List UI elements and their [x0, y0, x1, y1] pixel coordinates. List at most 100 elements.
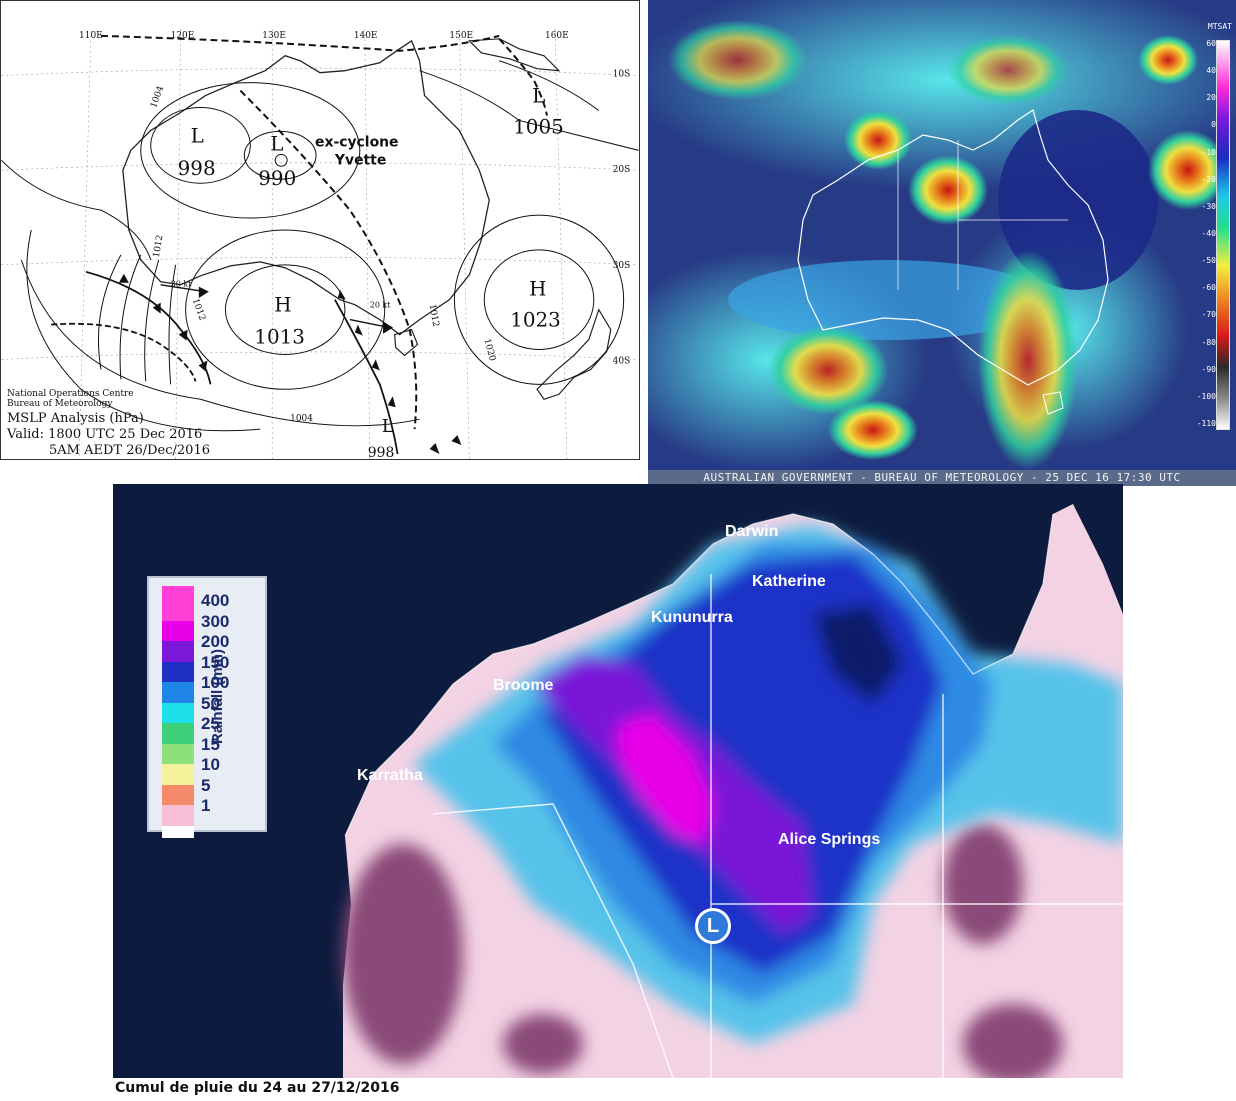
lon-140e: 140E: [354, 31, 378, 41]
wind-arrows: [160, 284, 394, 334]
colorbar-label: -20: [1201, 174, 1216, 184]
pressure-systems: L 998 L 990 L 1005 H 1013 H 1023 L 998: [178, 85, 564, 459]
low-1-value: 998: [178, 157, 216, 180]
colorbar-title: MTSAT: [1207, 22, 1232, 31]
rainfall-contours: [413, 524, 1123, 1044]
legend-swatch-15: [162, 743, 194, 764]
wind-label-20kt: 20 kt: [370, 301, 391, 310]
front-symbols: [118, 273, 462, 455]
lon-150e: 150E: [449, 31, 473, 41]
legend-value-10: 10: [201, 755, 220, 774]
high-1-value: 1013: [254, 326, 305, 349]
colorbar-label: -100: [1196, 391, 1216, 401]
colorbar-label: 60: [1206, 39, 1216, 48]
legend-value-25: 25: [201, 714, 220, 733]
colorbar-label: -30: [1201, 201, 1216, 211]
sat-tasmania: [1042, 391, 1064, 415]
legend-swatch-50: [162, 702, 194, 723]
new-zealand-coastline: [536, 308, 612, 400]
colorbar-label: 20: [1206, 93, 1216, 103]
colorbar-label: 0: [1211, 120, 1216, 130]
legend-value-1: 1: [201, 796, 211, 815]
mslp-title: MSLP Analysis (hPa): [7, 411, 144, 426]
isobar-label-1004b: 1004: [290, 414, 313, 424]
legend-swatch-10: [162, 764, 194, 785]
city-broome: Broome: [493, 677, 554, 694]
wind-label-30kt: 30 kt: [171, 280, 192, 289]
low-3-symbol: L: [532, 85, 545, 108]
sat-coastline: [797, 109, 1109, 386]
colorbar-label: -50: [1201, 256, 1216, 266]
high-1-symbol: H: [274, 294, 291, 317]
map-caption: Cumul de pluie du 24 au 27/12/2016: [115, 1080, 400, 1096]
legend-swatch-150: [162, 661, 194, 682]
legend-swatch-200: [162, 641, 194, 662]
isobar-label-1020: 1020: [481, 338, 497, 363]
legend-value-15: 15: [201, 734, 220, 754]
legend-swatch-1: [162, 805, 194, 826]
isobar-label-1012c: 1012: [427, 303, 441, 327]
legend-swatch-5: [162, 784, 194, 805]
mslp-analysis-chart: 110E 120E 130E 140E 150E 160E 10S 20S 30…: [0, 0, 640, 460]
city-darwin: Darwin: [725, 523, 778, 540]
city-katherine: Katherine: [752, 573, 826, 590]
graticule: [1, 28, 639, 459]
city-kununurra: Kununurra: [651, 609, 733, 626]
low-3-value: 1005: [513, 115, 564, 138]
low-2-value: 990: [258, 167, 296, 190]
legend-swatch-top: [162, 586, 194, 600]
low-pressure-marker: L: [695, 908, 731, 944]
high-2-value: 1023: [510, 309, 561, 332]
state-borders: [432, 574, 1123, 1078]
low-2-symbol: L: [270, 132, 283, 155]
lat-10s: 10S: [613, 70, 631, 80]
longitude-labels: 110E 120E 130E 140E 150E 160E: [79, 31, 569, 41]
credit-line1: National Operations Centre: [7, 389, 134, 399]
legend-swatch-25: [162, 723, 194, 744]
storm-label-line1: ex-cyclone: [315, 134, 398, 150]
satellite-colorbar: [1216, 40, 1230, 430]
rain-coastline: [344, 513, 1054, 837]
colorbar-label: -70: [1201, 310, 1216, 320]
legend-value-50: 50: [201, 693, 220, 713]
isobar-label-1012a: 1012: [152, 234, 166, 258]
legend-swatch-100: [162, 682, 194, 703]
low-1-symbol: L: [191, 124, 204, 147]
latitude-labels: 10S 20S 30S 40S: [613, 70, 631, 367]
credit-line2: Bureau of Meteorology: [7, 399, 113, 409]
satellite-footer: AUSTRALIAN GOVERNMENT - BUREAU OF METEOR…: [648, 470, 1236, 486]
lon-120e: 120E: [171, 31, 195, 41]
mslp-map-svg: 110E 120E 130E 140E 150E 160E 10S 20S 30…: [1, 28, 639, 459]
legend-swatch-400: [162, 600, 194, 621]
isobar-label-1004a: 1004: [149, 84, 166, 109]
legend-swatch-300: [162, 620, 194, 641]
png-coastline: [467, 38, 561, 72]
legend-value-400: 400: [201, 591, 230, 610]
colorbar-label: -60: [1201, 283, 1216, 293]
low-4-value: 998: [368, 445, 395, 459]
isobar-label-1012b: 1012: [190, 297, 207, 322]
colorbar-label: -10: [1201, 147, 1216, 157]
satellite-svg: [648, 0, 1236, 486]
lon-160e: 160E: [545, 31, 569, 41]
legend-value-200: 200: [201, 632, 230, 651]
high-2-symbol: H: [529, 278, 546, 301]
city-karratha: Karratha: [357, 767, 423, 784]
colorbar-label: -110: [1196, 419, 1216, 428]
colorbar-label: 40: [1206, 66, 1216, 76]
local-time: 5AM AEDT 26/Dec/2016: [49, 443, 210, 458]
lat-40s: 40S: [613, 356, 631, 366]
valid-time: Valid: 1800 UTC 25 Dec 2016: [7, 427, 203, 442]
legend-value-5: 5: [201, 775, 211, 795]
lat-30s: 30S: [613, 261, 631, 271]
city-alice-springs: Alice Springs: [778, 831, 880, 848]
cyclone-symbol-icon: [274, 153, 288, 167]
colorbar-label: -90: [1201, 364, 1216, 374]
legend-value-300: 300: [201, 611, 230, 631]
troughs: [100, 34, 548, 430]
rainfall-legend: Rainfall (mm) 400 300 200 150 100 50 25 15 10 5 1: [147, 576, 267, 838]
australia-coastline: [122, 39, 490, 336]
rainfall-map: Darwin Katherine Kununurra Broome Karrat…: [113, 484, 1123, 1078]
legend-value-150: 150: [201, 652, 230, 672]
colorbar-label: -40: [1201, 229, 1216, 238]
